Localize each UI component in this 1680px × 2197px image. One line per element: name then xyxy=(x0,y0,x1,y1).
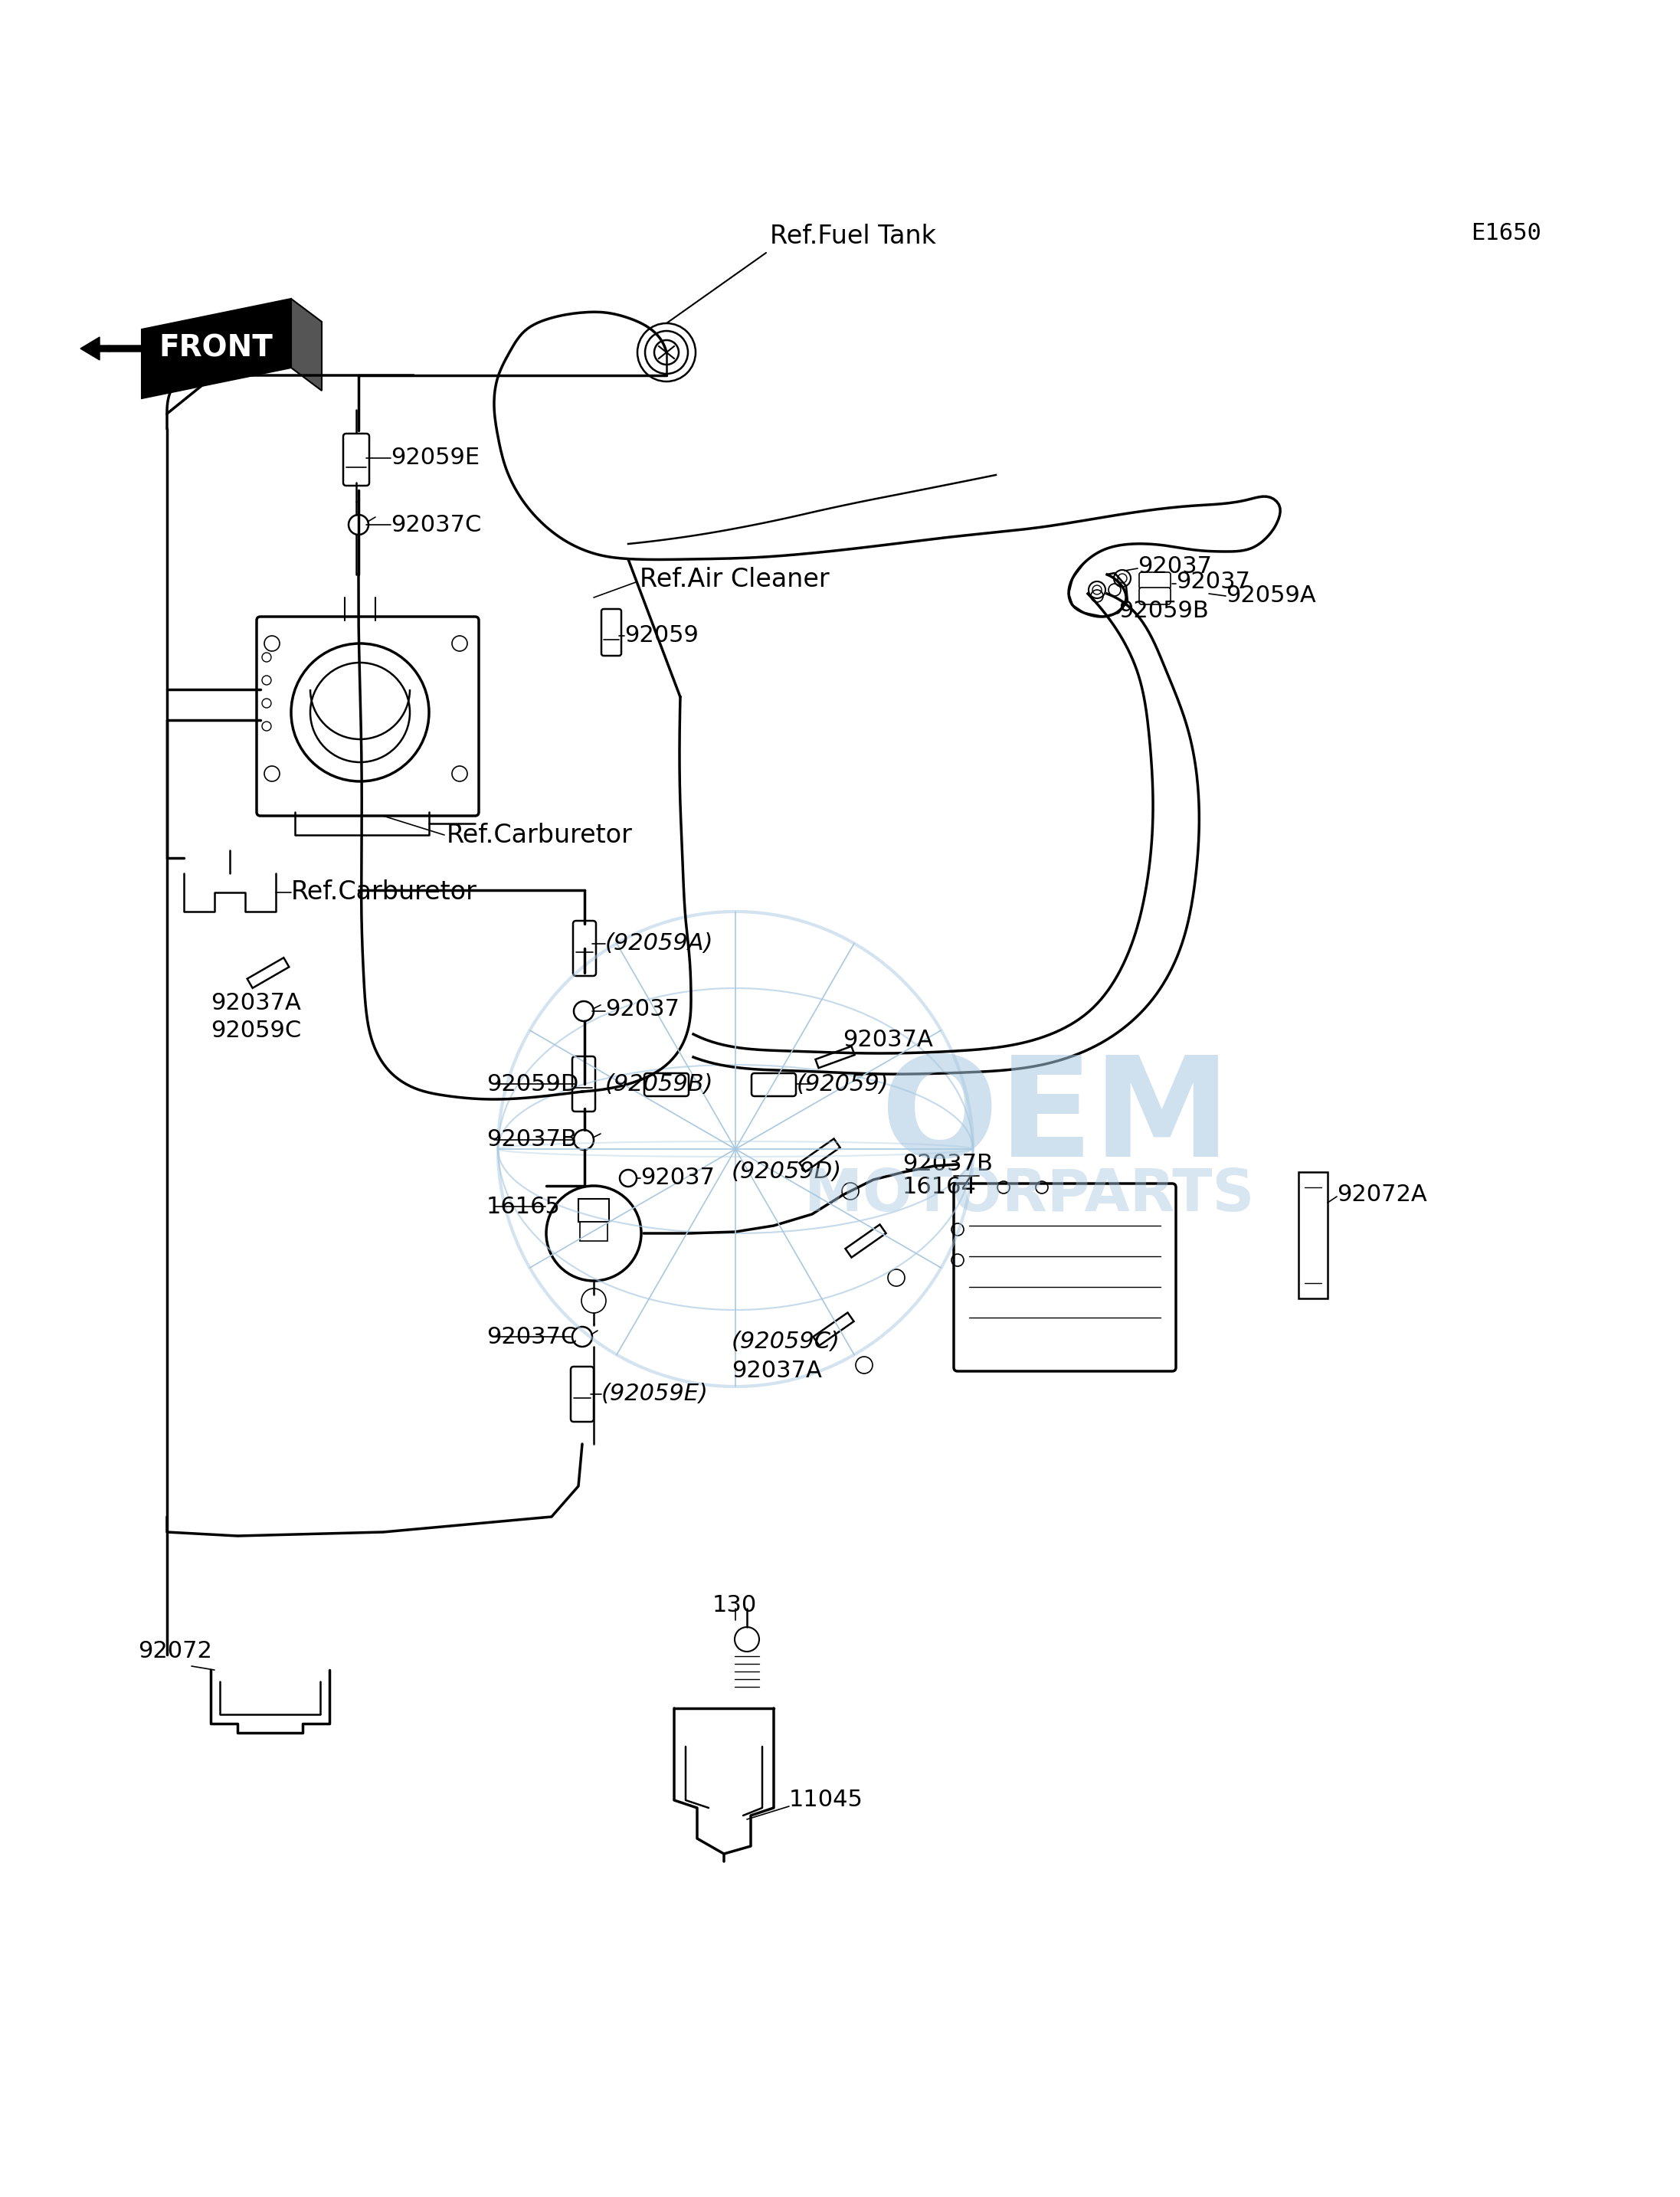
FancyBboxPatch shape xyxy=(954,1184,1176,1371)
Text: (92059C): (92059C) xyxy=(731,1331,840,1353)
Text: 92059D: 92059D xyxy=(487,1072,578,1094)
Text: (92059A): (92059A) xyxy=(605,934,714,956)
Text: (92059): (92059) xyxy=(796,1072,889,1094)
Text: 16165: 16165 xyxy=(487,1195,561,1217)
Text: (92059B): (92059B) xyxy=(605,1072,714,1094)
FancyArrow shape xyxy=(800,1138,840,1171)
Text: 92037C: 92037C xyxy=(391,514,482,536)
Text: 92037: 92037 xyxy=(605,997,679,1022)
Text: 92037C: 92037C xyxy=(487,1325,578,1347)
Text: 92059C: 92059C xyxy=(210,1019,301,1041)
FancyBboxPatch shape xyxy=(571,1367,593,1421)
Text: 92037: 92037 xyxy=(640,1167,714,1189)
Text: Ref.Carburetor: Ref.Carburetor xyxy=(291,879,477,905)
Text: (92059D): (92059D) xyxy=(731,1160,842,1184)
Text: 92072: 92072 xyxy=(138,1639,212,1661)
FancyBboxPatch shape xyxy=(573,921,596,975)
Bar xyxy=(578,1200,610,1222)
Text: 92037: 92037 xyxy=(1176,571,1250,593)
FancyBboxPatch shape xyxy=(1139,571,1171,589)
Text: FRONT: FRONT xyxy=(160,334,274,363)
Text: 92037B: 92037B xyxy=(487,1129,576,1151)
Text: 92059B: 92059B xyxy=(1119,600,1208,622)
FancyBboxPatch shape xyxy=(643,1072,689,1096)
Text: MOTORPARTS: MOTORPARTS xyxy=(805,1167,1255,1224)
Text: 92059A: 92059A xyxy=(1226,584,1315,606)
Bar xyxy=(1299,1171,1327,1298)
Polygon shape xyxy=(141,299,291,398)
Text: OEM: OEM xyxy=(880,1050,1231,1186)
Text: 130: 130 xyxy=(712,1593,758,1617)
Text: Ref.Fuel Tank: Ref.Fuel Tank xyxy=(769,224,936,248)
FancyBboxPatch shape xyxy=(751,1072,796,1096)
Polygon shape xyxy=(291,299,323,391)
Text: Ref.Air Cleaner: Ref.Air Cleaner xyxy=(640,567,830,591)
Text: 92037A: 92037A xyxy=(731,1360,822,1382)
Text: 11045: 11045 xyxy=(790,1788,864,1810)
FancyArrow shape xyxy=(813,1312,853,1345)
FancyBboxPatch shape xyxy=(343,433,370,486)
Text: 92037: 92037 xyxy=(1137,556,1211,578)
Text: 16164: 16164 xyxy=(902,1175,976,1200)
FancyBboxPatch shape xyxy=(573,1057,595,1112)
Text: 92059E: 92059E xyxy=(391,446,480,470)
FancyBboxPatch shape xyxy=(601,609,622,655)
Text: 92072A: 92072A xyxy=(1337,1184,1426,1206)
FancyArrow shape xyxy=(845,1224,885,1257)
Text: 92037B: 92037B xyxy=(902,1153,993,1175)
FancyArrow shape xyxy=(815,1046,855,1068)
Text: E1650: E1650 xyxy=(1472,222,1541,244)
FancyBboxPatch shape xyxy=(1139,587,1171,604)
Text: 92059: 92059 xyxy=(625,624,699,646)
Bar xyxy=(580,1222,608,1241)
Text: Ref.Carburetor: Ref.Carburetor xyxy=(447,822,633,848)
FancyBboxPatch shape xyxy=(257,617,479,815)
FancyArrow shape xyxy=(81,336,141,360)
FancyArrow shape xyxy=(247,958,289,989)
Text: 92037A: 92037A xyxy=(843,1028,932,1052)
Text: (92059E): (92059E) xyxy=(601,1384,709,1406)
Text: 92037A: 92037A xyxy=(210,993,301,1015)
